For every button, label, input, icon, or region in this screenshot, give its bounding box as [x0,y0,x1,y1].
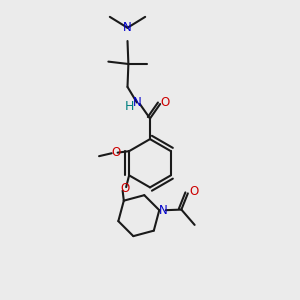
Text: N: N [123,21,132,34]
Text: N: N [159,204,168,217]
Text: O: O [161,96,170,109]
Text: O: O [189,185,198,198]
Text: H: H [124,100,134,113]
Text: N: N [133,96,141,109]
Text: O: O [120,182,129,195]
Text: O: O [111,146,121,159]
